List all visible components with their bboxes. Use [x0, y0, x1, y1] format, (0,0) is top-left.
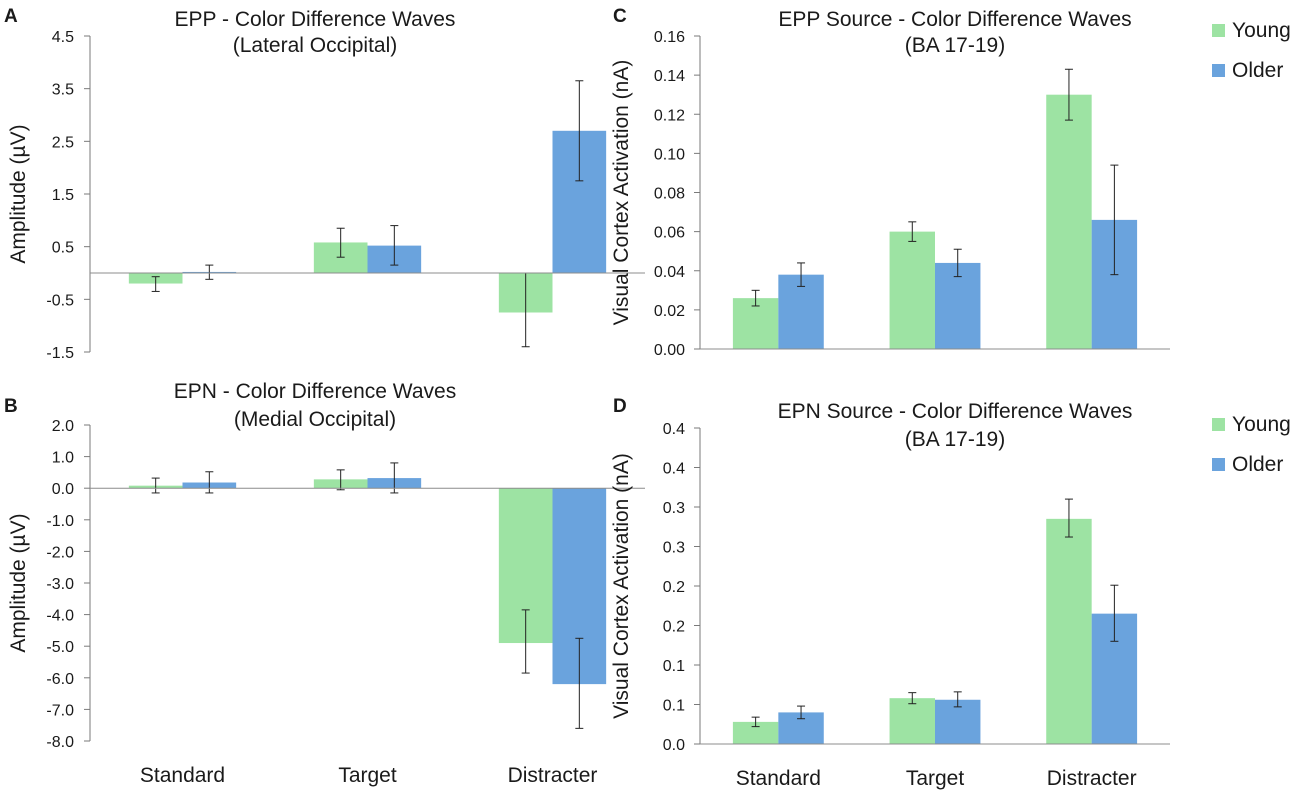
- bar-young-standard: [732, 298, 779, 349]
- x-tick-label: Distracter: [508, 764, 598, 787]
- y-axis-label: Visual Cortex Activation (nA): [610, 453, 633, 719]
- y-tick-label: 1.0: [52, 450, 74, 467]
- bar-young-standard: [732, 721, 779, 744]
- y-tick-label: 4.5: [52, 29, 74, 46]
- y-axis-label: Amplitude (µV): [7, 124, 30, 263]
- panel-letter: D: [613, 396, 627, 417]
- x-tick-label: Target: [338, 764, 397, 787]
- x-tick-label: Standard: [736, 767, 821, 790]
- chart-subtitle: (BA 17-19): [905, 428, 1005, 451]
- y-tick-label: 0.02: [654, 303, 685, 320]
- y-tick-label: 0.12: [654, 107, 685, 124]
- chart-panel-b: B EPN - Color Difference Waves (Medial Occ…: [4, 380, 645, 787]
- bar-young-distracter: [1046, 518, 1092, 744]
- y-tick-label: 0.1: [663, 698, 685, 715]
- y-tick-label: -4.0: [46, 608, 74, 625]
- legend-label-older: Older: [1232, 59, 1283, 82]
- y-tick-label: -8.0: [46, 734, 74, 751]
- legend-swatch-young: [1212, 24, 1225, 37]
- bar-young-distracter: [1046, 94, 1092, 349]
- y-tick-label: 0.0: [663, 737, 685, 754]
- y-tick-label: 2.5: [52, 134, 74, 151]
- bar-young-target: [889, 698, 935, 744]
- y-tick-label: 3.5: [52, 82, 74, 99]
- y-tick-label: 0.3: [663, 500, 685, 517]
- y-tick-label: 2.0: [52, 418, 74, 435]
- y-tick-label: 0.1: [663, 658, 685, 675]
- x-tick-label: Standard: [140, 764, 225, 787]
- chart-panel-d: D EPN Source - Color Difference Waves (BA …: [610, 396, 1291, 790]
- legend-label-older: Older: [1232, 453, 1283, 476]
- chart-panel-a: A EPP - Color Difference Waves (Lateral Oc…: [4, 6, 645, 362]
- legend: Young Older: [1212, 413, 1291, 476]
- legend-swatch-older: [1212, 458, 1225, 471]
- y-tick-label: 0.00: [654, 342, 685, 359]
- chart-title: EPP Source - Color Difference Waves: [778, 8, 1131, 31]
- y-tick-label: 0.4: [663, 421, 685, 438]
- y-tick-label: 0.2: [663, 619, 685, 636]
- y-axis-label: Visual Cortex Activation (nA): [610, 60, 633, 326]
- chart-subtitle: (Lateral Occipital): [233, 34, 398, 57]
- y-tick-label: 0.14: [654, 68, 685, 85]
- y-tick-label: 0.2: [663, 579, 685, 596]
- y-tick-label: -0.5: [46, 292, 74, 309]
- x-tick-label: Distracter: [1047, 767, 1137, 790]
- legend-swatch-young: [1212, 418, 1225, 431]
- legend-swatch-older: [1212, 64, 1225, 77]
- y-tick-label: -5.0: [46, 639, 74, 656]
- y-tick-label: 0.04: [654, 264, 685, 281]
- y-tick-label: -2.0: [46, 544, 74, 561]
- panel-letter: B: [4, 396, 18, 417]
- y-axis-label: Amplitude (µV): [7, 513, 30, 652]
- y-tick-label: -3.0: [46, 576, 74, 593]
- y-tick-label: 0.3: [663, 540, 685, 557]
- y-tick-label: -6.0: [46, 671, 74, 688]
- y-tick-label: 0.0: [52, 481, 74, 498]
- y-tick-label: 0.06: [654, 225, 685, 242]
- y-tick-label: 1.5: [52, 187, 74, 204]
- x-tick-label: Target: [906, 767, 965, 790]
- legend: Young Older: [1212, 19, 1291, 82]
- chart-title: EPN - Color Difference Waves: [174, 380, 456, 403]
- legend-label-young: Young: [1232, 413, 1291, 436]
- chart-panel-c: C EPP Source - Color Difference Waves (BA …: [610, 6, 1291, 359]
- bar-older-target: [935, 262, 981, 349]
- panel-letter: C: [613, 6, 627, 27]
- y-tick-label: 0.5: [52, 240, 74, 257]
- bar-older-standard: [778, 274, 824, 349]
- bar-young-target: [889, 231, 935, 349]
- chart-title: EPN Source - Color Difference Waves: [778, 400, 1133, 423]
- y-tick-label: 0.16: [654, 29, 685, 46]
- y-tick-label: 0.08: [654, 186, 685, 203]
- y-tick-label: -1.5: [46, 345, 74, 362]
- chart-subtitle: (BA 17-19): [905, 34, 1005, 57]
- y-tick-label: -7.0: [46, 702, 74, 719]
- y-tick-label: 0.10: [654, 146, 685, 163]
- chart-subtitle: (Medial Occipital): [234, 408, 396, 431]
- panel-letter: A: [4, 6, 18, 27]
- chart-title: EPP - Color Difference Waves: [175, 8, 456, 31]
- y-tick-label: 0.4: [663, 461, 685, 478]
- y-tick-label: -1.0: [46, 513, 74, 530]
- legend-label-young: Young: [1232, 19, 1291, 42]
